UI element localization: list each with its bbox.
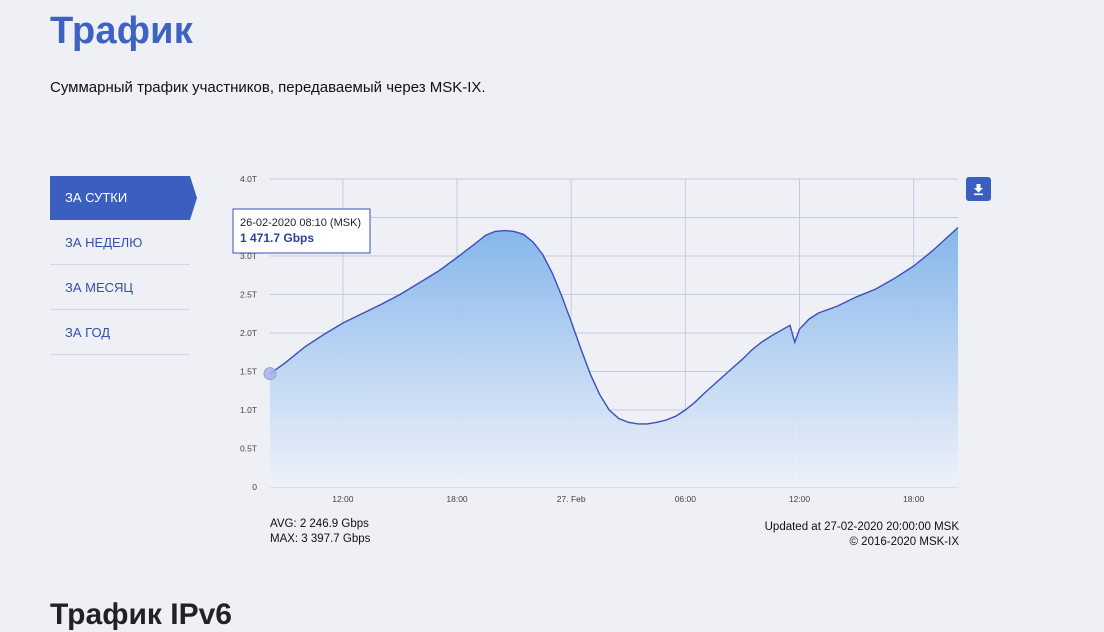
updated-at: Updated at 27-02-2020 20:00:00 MSK	[764, 521, 959, 533]
x-tick-label: 12:00	[789, 494, 811, 504]
traffic-chart: 00.5T1.0T1.5T2.0T2.5T3.0T3.5T4.0T 12:001…	[232, 174, 959, 504]
tooltip-value: 1 471.7 Gbps	[240, 231, 314, 245]
page-subtitle: Суммарный трафик участников, передаваемы…	[50, 79, 486, 96]
download-button[interactable]	[966, 177, 991, 201]
download-icon	[974, 184, 983, 196]
chart-tooltip: 26-02-2020 08:10 (MSK) 1 471.7 Gbps	[232, 208, 371, 254]
period-tab-year[interactable]: ЗА ГОД	[50, 310, 190, 355]
period-tab-week[interactable]: ЗА НЕДЕЛЮ	[50, 220, 190, 265]
avg-stat: AVG: 2 246.9 Gbps	[270, 518, 369, 530]
traffic-line	[269, 226, 959, 425]
max-stat: MAX: 3 397.7 Gbps	[270, 533, 371, 545]
period-tab-day[interactable]: ЗА СУТКИ	[50, 176, 197, 220]
traffic-area	[270, 227, 958, 487]
y-tick-label: 1.0T	[240, 405, 257, 415]
period-nav: ЗА СУТКИ ЗА НЕДЕЛЮ ЗА МЕСЯЦ ЗА ГОД	[50, 176, 197, 355]
period-tab-month[interactable]: ЗА МЕСЯЦ	[50, 265, 190, 310]
page-title: Трафик	[50, 10, 193, 52]
x-tick-label: 27. Feb	[557, 494, 586, 504]
x-tick-label: 12:00	[332, 494, 354, 504]
y-tick-label: 4.0T	[240, 174, 257, 184]
x-tick-label: 18:00	[446, 494, 468, 504]
chart-footer: Updated at 27-02-2020 20:00:00 MSK © 201…	[765, 520, 959, 550]
y-tick-label: 3.0T	[240, 251, 257, 261]
hover-point-marker	[263, 367, 277, 381]
y-tick-label: 0.5T	[240, 444, 257, 454]
tooltip-time: 26-02-2020 08:10 (MSK)	[240, 217, 361, 229]
x-tick-label: 18:00	[903, 494, 925, 504]
x-tick-label: 06:00	[675, 494, 697, 504]
traffic-stats: AVG: 2 246.9 Gbps MAX: 3 397.7 Gbps	[270, 517, 370, 547]
y-tick-label: 0	[252, 482, 257, 492]
copyright: © 2016-2020 MSK-IX	[849, 536, 959, 548]
y-tick-label: 1.5T	[240, 367, 257, 377]
x-axis-ticks: 12:00 18:00 27. Feb 06:00 12:00 18:00	[332, 494, 924, 504]
ipv6-section-heading: Трафик IPv6	[50, 598, 232, 631]
y-tick-label: 2.5T	[240, 290, 257, 300]
y-tick-label: 2.0T	[240, 328, 257, 338]
